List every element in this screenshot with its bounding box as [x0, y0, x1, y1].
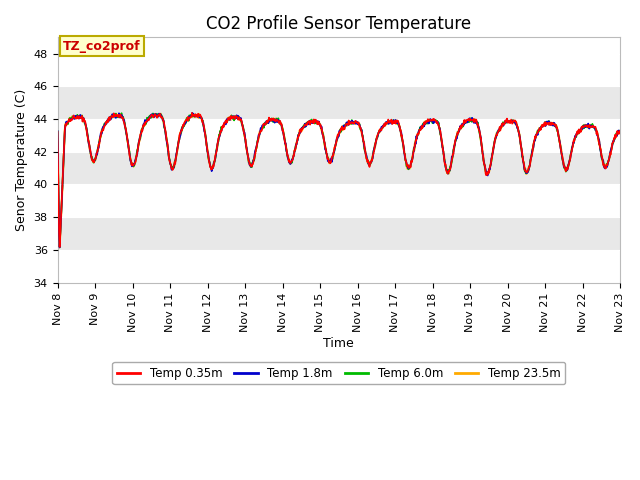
- Temp 6.0m: [561, 164, 568, 170]
- Temp 0.35m: [374, 133, 381, 139]
- X-axis label: Time: Time: [323, 337, 354, 350]
- Temp 1.8m: [374, 134, 381, 140]
- Temp 1.8m: [561, 165, 568, 170]
- Line: Temp 6.0m: Temp 6.0m: [58, 113, 620, 247]
- Temp 0.35m: [589, 124, 597, 130]
- Text: TZ_co2prof: TZ_co2prof: [63, 39, 141, 53]
- Title: CO2 Profile Sensor Temperature: CO2 Profile Sensor Temperature: [206, 15, 471, 33]
- Temp 0.35m: [54, 129, 61, 135]
- Temp 1.8m: [56, 245, 63, 251]
- Temp 6.0m: [575, 128, 583, 133]
- Temp 1.8m: [616, 128, 624, 133]
- Temp 6.0m: [126, 152, 134, 158]
- Temp 6.0m: [589, 124, 597, 130]
- Temp 1.8m: [189, 110, 196, 116]
- Temp 1.8m: [54, 128, 61, 134]
- Temp 1.8m: [589, 125, 597, 131]
- Temp 23.5m: [54, 129, 61, 135]
- Temp 0.35m: [561, 165, 568, 170]
- Temp 23.5m: [616, 129, 624, 134]
- Bar: [58, 54, 620, 86]
- Temp 1.8m: [575, 129, 583, 135]
- Line: Temp 23.5m: Temp 23.5m: [58, 114, 620, 247]
- Y-axis label: Senor Temperature (C): Senor Temperature (C): [15, 89, 28, 231]
- Temp 6.0m: [56, 244, 63, 250]
- Bar: [58, 184, 620, 217]
- Temp 23.5m: [561, 164, 568, 169]
- Temp 23.5m: [575, 128, 583, 134]
- Temp 6.0m: [54, 129, 61, 134]
- Bar: [58, 250, 620, 283]
- Temp 23.5m: [589, 124, 597, 130]
- Bar: [58, 86, 620, 119]
- Temp 6.0m: [616, 128, 624, 133]
- Temp 23.5m: [125, 150, 133, 156]
- Temp 0.35m: [188, 110, 196, 116]
- Temp 6.0m: [268, 116, 275, 121]
- Temp 0.35m: [268, 117, 275, 123]
- Temp 6.0m: [374, 135, 381, 141]
- Temp 23.5m: [374, 134, 381, 140]
- Temp 23.5m: [56, 244, 63, 250]
- Bar: [58, 217, 620, 250]
- Line: Temp 1.8m: Temp 1.8m: [58, 113, 620, 248]
- Temp 1.8m: [125, 150, 133, 156]
- Temp 0.35m: [575, 130, 583, 136]
- Temp 23.5m: [268, 116, 275, 122]
- Temp 0.35m: [56, 244, 63, 250]
- Temp 0.35m: [616, 128, 624, 133]
- Line: Temp 0.35m: Temp 0.35m: [58, 113, 620, 247]
- Temp 6.0m: [118, 110, 125, 116]
- Temp 1.8m: [268, 118, 275, 123]
- Bar: [58, 152, 620, 184]
- Temp 23.5m: [157, 111, 164, 117]
- Bar: [58, 119, 620, 152]
- Temp 0.35m: [125, 151, 133, 157]
- Legend: Temp 0.35m, Temp 1.8m, Temp 6.0m, Temp 23.5m: Temp 0.35m, Temp 1.8m, Temp 6.0m, Temp 2…: [112, 362, 565, 384]
